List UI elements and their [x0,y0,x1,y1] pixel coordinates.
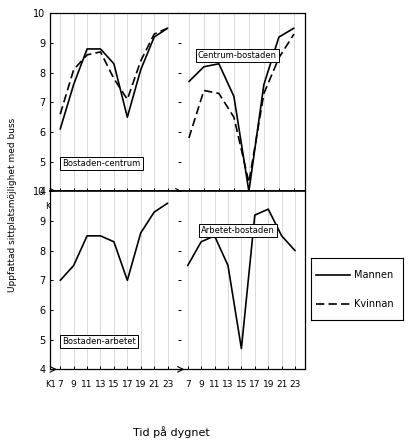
Text: Arbetet-bostaden: Arbetet-bostaden [201,226,275,235]
Text: 19: 19 [135,202,146,211]
Text: 15: 15 [108,380,120,389]
Text: 23: 23 [162,380,173,389]
Text: 11: 11 [82,380,93,389]
Text: K1: K1 [45,380,56,389]
Text: 21: 21 [148,202,160,211]
Text: 9: 9 [198,380,204,389]
Text: 7: 7 [185,380,191,389]
Text: 17: 17 [249,380,260,389]
Text: 13: 13 [95,380,106,389]
Text: 19: 19 [263,380,274,389]
Text: Uppfattad sittplatsmöjlighet med buss: Uppfattad sittplatsmöjlighet med buss [8,117,18,292]
Text: 15: 15 [243,202,255,211]
Text: Bostaden-arbetet: Bostaden-arbetet [62,337,136,346]
Text: 9: 9 [71,202,76,211]
Text: 15: 15 [236,380,247,389]
Text: 21: 21 [288,202,300,211]
Text: 17: 17 [122,380,133,389]
Text: 11: 11 [209,380,220,389]
Text: Kvinnan: Kvinnan [354,299,393,308]
Text: 21: 21 [148,380,160,389]
Text: 17: 17 [258,202,270,211]
Text: 19: 19 [135,380,146,389]
Text: 23: 23 [162,202,173,211]
Text: 9: 9 [71,380,76,389]
Text: 9: 9 [201,202,207,211]
Text: Tid på dygnet: Tid på dygnet [133,426,210,438]
Text: 17: 17 [122,202,133,211]
Text: Centrum-bostaden: Centrum-bostaden [198,51,277,60]
Text: 21: 21 [276,380,287,389]
Text: 19: 19 [273,202,285,211]
Text: 7: 7 [186,202,192,211]
Text: 13: 13 [95,202,106,211]
Text: 23: 23 [289,380,301,389]
Text: 7: 7 [57,380,63,389]
Text: 13: 13 [222,380,234,389]
Text: 7: 7 [57,202,63,211]
Text: 11: 11 [82,202,93,211]
Text: Bostaden-centrum: Bostaden-centrum [62,159,140,168]
Text: K1: K1 [45,202,56,211]
Text: 15: 15 [108,202,120,211]
Text: Mannen: Mannen [354,270,393,280]
Text: 13: 13 [228,202,240,211]
Text: 11: 11 [213,202,224,211]
